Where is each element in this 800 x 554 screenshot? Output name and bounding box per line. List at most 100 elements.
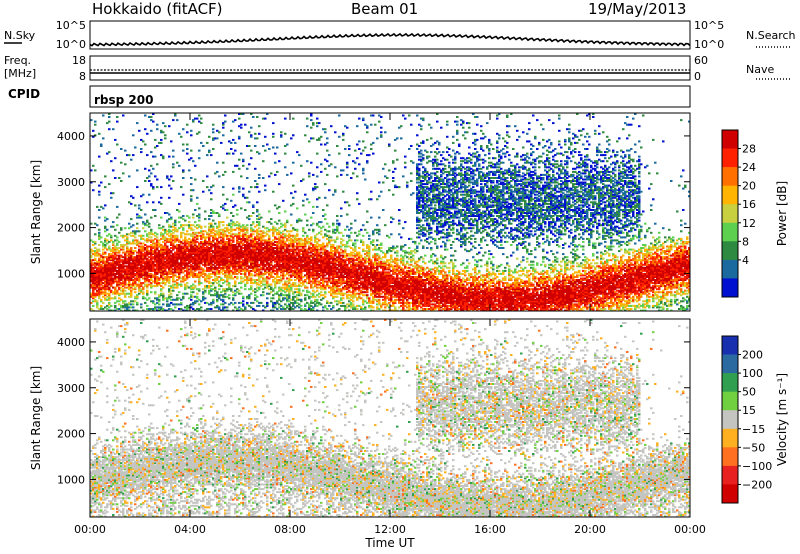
rti-data-cell	[132, 306, 135, 308]
rti-data-cell	[326, 160, 329, 162]
rti-data-cell	[344, 249, 347, 251]
rti-data-cell	[340, 215, 343, 217]
rti-data-cell	[258, 214, 261, 216]
rti-data-cell	[150, 116, 153, 118]
rti-data-cell	[204, 290, 207, 292]
rti-data-cell	[178, 165, 181, 167]
rti-data-cell	[148, 297, 151, 299]
rti-data-cell	[186, 131, 189, 133]
freq-panel-frame	[90, 56, 690, 80]
rti-data-cell	[108, 121, 111, 123]
rti-data-cell	[318, 197, 321, 199]
rti-data-cell	[336, 145, 339, 147]
rti-data-cell	[274, 174, 277, 176]
rti-data-cell	[118, 177, 121, 179]
rti-data-cell	[104, 252, 107, 254]
rti-data-cell	[238, 159, 241, 161]
rti-data-cell	[332, 194, 335, 196]
rti-data-cell	[242, 300, 245, 302]
rti-data-cell	[118, 232, 121, 234]
rti-data-cell	[272, 133, 275, 135]
rti-data-cell	[136, 302, 139, 304]
rti-data-cell	[94, 121, 97, 123]
rti-data-cell	[148, 226, 151, 228]
rti-data-cell	[178, 133, 181, 135]
rti-data-cell	[254, 168, 257, 170]
rti-data-cell	[134, 291, 137, 293]
rti-data-cell	[292, 162, 295, 164]
rti-data-cell	[318, 122, 321, 124]
rti-data-cell	[290, 137, 293, 139]
rti-data-cell	[96, 206, 99, 208]
rti-data-cell	[114, 229, 117, 231]
rti-data-cell	[238, 136, 241, 138]
rti-data-cell	[342, 133, 345, 135]
rti-data-cell	[116, 224, 119, 226]
rti-data-cell	[136, 227, 139, 229]
rti-data-cell	[326, 223, 329, 225]
rti-data-cell	[148, 180, 151, 182]
rti-data-cell	[286, 144, 289, 146]
rti-data-cell	[156, 145, 159, 147]
rti-data-cell	[316, 118, 319, 120]
rti-data-cell	[138, 204, 141, 206]
rti-data-cell	[210, 276, 213, 278]
rti-data-cell	[198, 150, 201, 152]
rti-data-cell	[116, 116, 119, 118]
rti-data-cell	[156, 186, 159, 188]
rti-data-cell	[98, 217, 101, 219]
rti-data-cell	[302, 227, 305, 229]
rti-data-cell	[144, 128, 147, 130]
rti-data-cell	[150, 172, 153, 174]
rti-data-cell	[320, 163, 323, 165]
rti-data-cell	[154, 156, 157, 158]
rti-data-cell	[140, 151, 143, 153]
rti-data-cell	[172, 119, 175, 121]
rti-data-cell	[124, 300, 127, 302]
rti-data-cell	[132, 197, 135, 199]
rti-data-cell	[252, 204, 255, 206]
rti-data-cell	[172, 163, 175, 165]
rti-data-cell	[274, 204, 277, 206]
rti-data-cell	[272, 136, 275, 138]
rti-data-cell	[202, 191, 205, 193]
rti-data-cell	[242, 303, 245, 305]
rti-data-cell	[122, 172, 125, 174]
rti-data-cell	[250, 293, 253, 295]
rti-data-cell	[162, 287, 165, 289]
rti-data-cell	[248, 131, 251, 133]
rti-data-cell	[250, 215, 253, 217]
rti-data-cell	[180, 136, 183, 138]
rti-data-cell	[244, 288, 247, 290]
rti-data-cell	[234, 204, 237, 206]
rti-data-cell	[198, 220, 201, 222]
rti-data-cell	[266, 302, 269, 304]
rti-data-cell	[262, 291, 265, 293]
rti-data-cell	[190, 134, 193, 136]
rti-data-cell	[230, 148, 233, 150]
rti-data-cell	[286, 174, 289, 176]
rti-data-cell	[246, 227, 249, 229]
rti-data-cell	[232, 194, 235, 196]
rti-data-cell	[160, 203, 163, 205]
rti-data-cell	[120, 162, 123, 164]
rti-data-cell	[224, 302, 227, 304]
rti-data-cell	[332, 223, 335, 225]
rti-data-cell	[316, 153, 319, 155]
rti-data-cell	[218, 175, 221, 177]
rti-data-cell	[126, 236, 129, 238]
rti-data-cell	[192, 229, 195, 231]
rti-data-cell	[256, 116, 259, 118]
rti-data-cell	[164, 134, 167, 136]
rti-data-cell	[256, 183, 259, 185]
rti-data-cell	[320, 233, 323, 235]
rti-data-cell	[162, 226, 165, 228]
rti-data-cell	[194, 209, 197, 211]
rti-data-cell	[264, 118, 267, 120]
rti-data-cell	[208, 218, 211, 220]
rti-data-cell	[242, 194, 245, 196]
rti-data-cell	[200, 282, 203, 284]
rti-data-cell	[232, 139, 235, 141]
noise-tick-label: 10^0	[56, 38, 86, 51]
rti-data-cell	[212, 131, 215, 133]
